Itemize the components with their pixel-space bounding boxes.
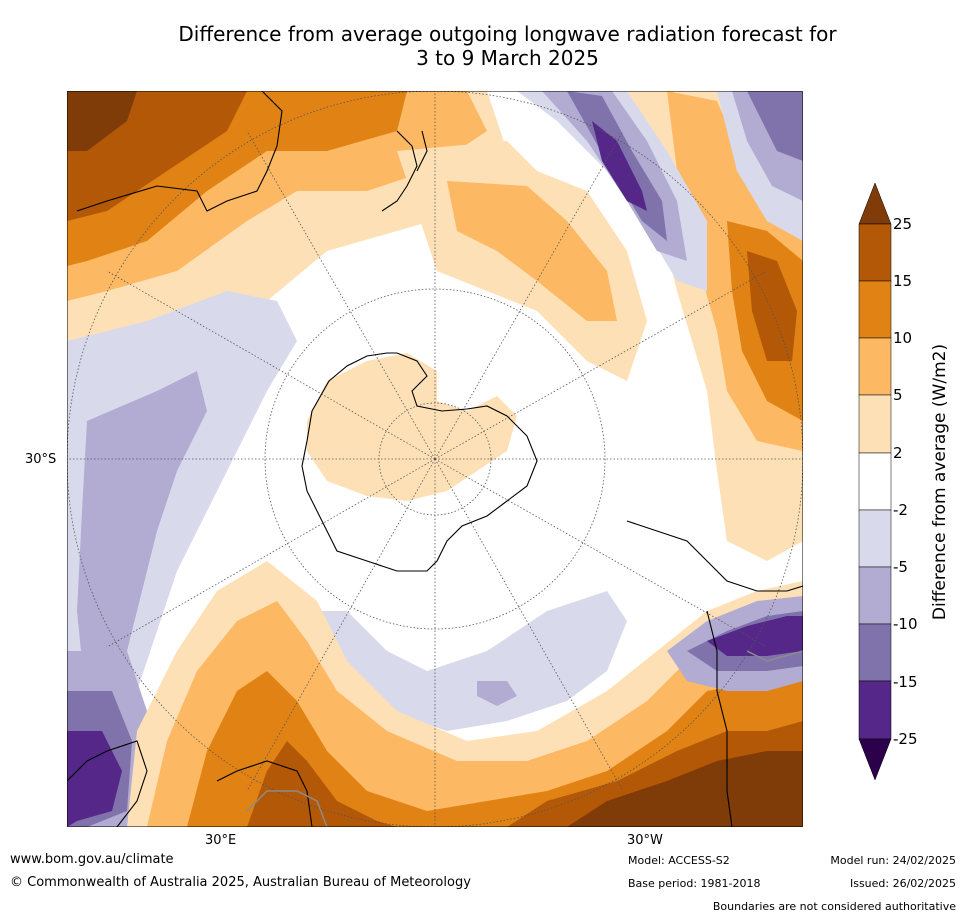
longitude-label-30w: 30°W: [627, 833, 663, 848]
anomaly-region: [307, 591, 627, 731]
colorbar: [858, 182, 892, 781]
colorbar-bin: [858, 680, 892, 740]
anomaly-region: [247, 741, 397, 827]
latitude-label-30s: 30°S: [25, 452, 57, 467]
anomaly-region: [67, 91, 137, 151]
map-title-line2: 3 to 9 March 2025: [416, 46, 599, 70]
model-name: Model: ACCESS-S2: [628, 854, 730, 867]
colorbar-bin: [858, 337, 892, 396]
colorbar-tick: -10: [893, 615, 918, 633]
base-period: Base period: 1981-2018: [628, 877, 761, 890]
anomaly-region: [67, 731, 122, 827]
colorbar-bin: [858, 394, 892, 454]
colorbar-tick: 25: [893, 215, 913, 233]
colorbar-bin: [858, 223, 892, 282]
colorbar-tick: 2: [893, 444, 903, 462]
anomaly-region: [307, 353, 517, 501]
website-link[interactable]: www.bom.gov.au/climate: [10, 852, 174, 867]
anomaly-region: [592, 121, 647, 211]
colorbar-tick: 5: [893, 386, 903, 404]
colorbar-bin: [858, 509, 892, 568]
colorbar-label: Difference from average (W/m2): [930, 343, 950, 621]
new-zealand-coast: [381, 130, 428, 212]
anomaly-region: [747, 91, 803, 161]
colorbar-bin: [858, 623, 892, 682]
colorbar-tick: -25: [893, 730, 918, 748]
colorbar-tick: -2: [893, 501, 908, 519]
model-run-date: Model run: 24/02/2025: [830, 854, 956, 867]
graticule: [67, 91, 803, 827]
antarctica-coast: [301, 352, 538, 572]
anomaly-region: [477, 681, 517, 706]
coastlines: [67, 91, 803, 827]
anomaly-region: [707, 616, 803, 656]
copyright-text: © Commonwealth of Australia 2025, Austra…: [10, 875, 471, 890]
boundaries-disclaimer: Boundaries are not considered authoritat…: [712, 900, 956, 913]
longitude-label-30e: 30°E: [205, 833, 237, 848]
colorbar-tick: 10: [893, 329, 913, 347]
colorbar-tick: 15: [893, 272, 913, 290]
colorbar-extend-bottom: [858, 738, 892, 781]
australia-coast: [76, 91, 283, 212]
anomaly-region: [567, 751, 803, 827]
anomaly-region: [77, 371, 207, 711]
map-title-line1: Difference from average outgoing longwav…: [178, 22, 837, 46]
colorbar-extend-top: [858, 182, 892, 225]
colorbar-bin: [858, 452, 892, 511]
anomaly-region: [747, 251, 797, 361]
colorbar-tick: -15: [893, 673, 918, 691]
anomaly-region: [447, 181, 617, 321]
issued-date: Issued: 26/02/2025: [849, 877, 956, 890]
colorbar-bin: [858, 566, 892, 625]
state-boundaries: [246, 650, 803, 827]
colorbar-tick: -5: [893, 558, 908, 576]
south-america-coast: [626, 520, 803, 827]
olr-anomaly-map: [67, 91, 803, 827]
colorbar-bin: [858, 280, 892, 339]
africa-coast: [67, 740, 148, 827]
